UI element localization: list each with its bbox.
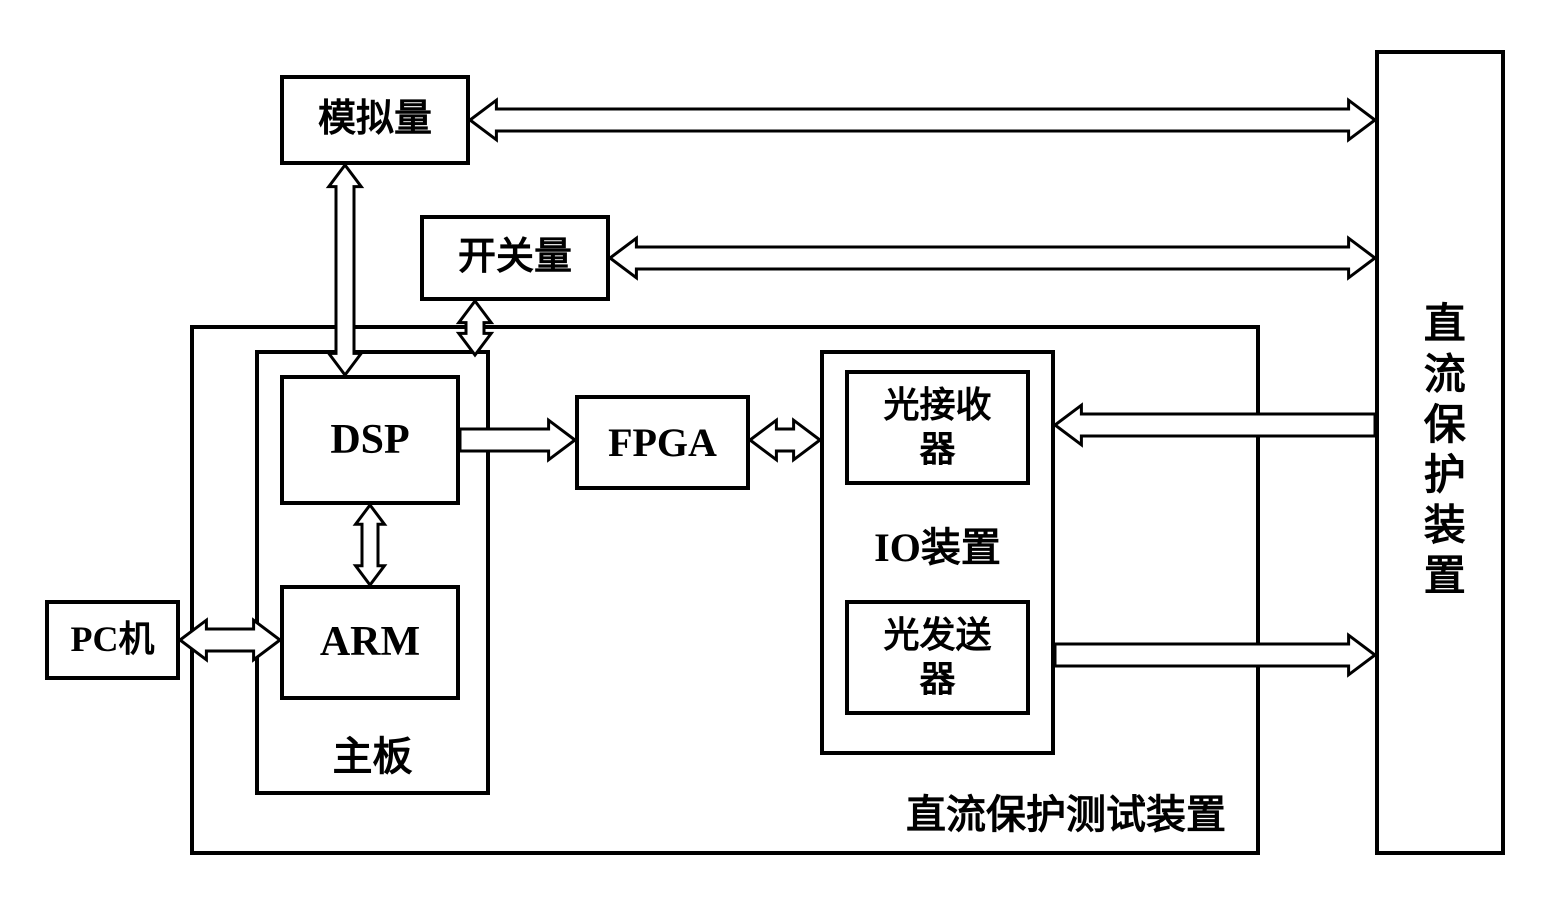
label-tester: 直流保护测试装置 <box>906 791 1226 839</box>
label-fpga: FPGA <box>608 419 717 467</box>
label-switch: 开关量 <box>458 235 572 281</box>
box-dc-protect: 直流保护装置 <box>1375 50 1505 855</box>
box-pc: PC机 <box>45 600 180 680</box>
box-analog: 模拟量 <box>280 75 470 165</box>
label-analog: 模拟量 <box>318 97 432 143</box>
box-opt-tx: 光发送 器 <box>845 600 1030 715</box>
label-opt-tx: 光发送 器 <box>883 614 991 700</box>
label-pc: PC机 <box>71 618 155 661</box>
label-dsp: DSP <box>330 415 409 465</box>
box-dsp: DSP <box>280 375 460 505</box>
box-fpga: FPGA <box>575 395 750 490</box>
label-io-device: IO装置 <box>874 524 1001 572</box>
box-arm: ARM <box>280 585 460 700</box>
label-opt-rx: 光接收 器 <box>883 384 991 470</box>
label-arm: ARM <box>320 617 420 667</box>
label-dc-protect: 直流保护装置 <box>1415 301 1465 603</box>
box-opt-rx: 光接收 器 <box>845 370 1030 485</box>
label-mainboard: 主板 <box>333 733 413 781</box>
box-switch: 开关量 <box>420 215 610 301</box>
